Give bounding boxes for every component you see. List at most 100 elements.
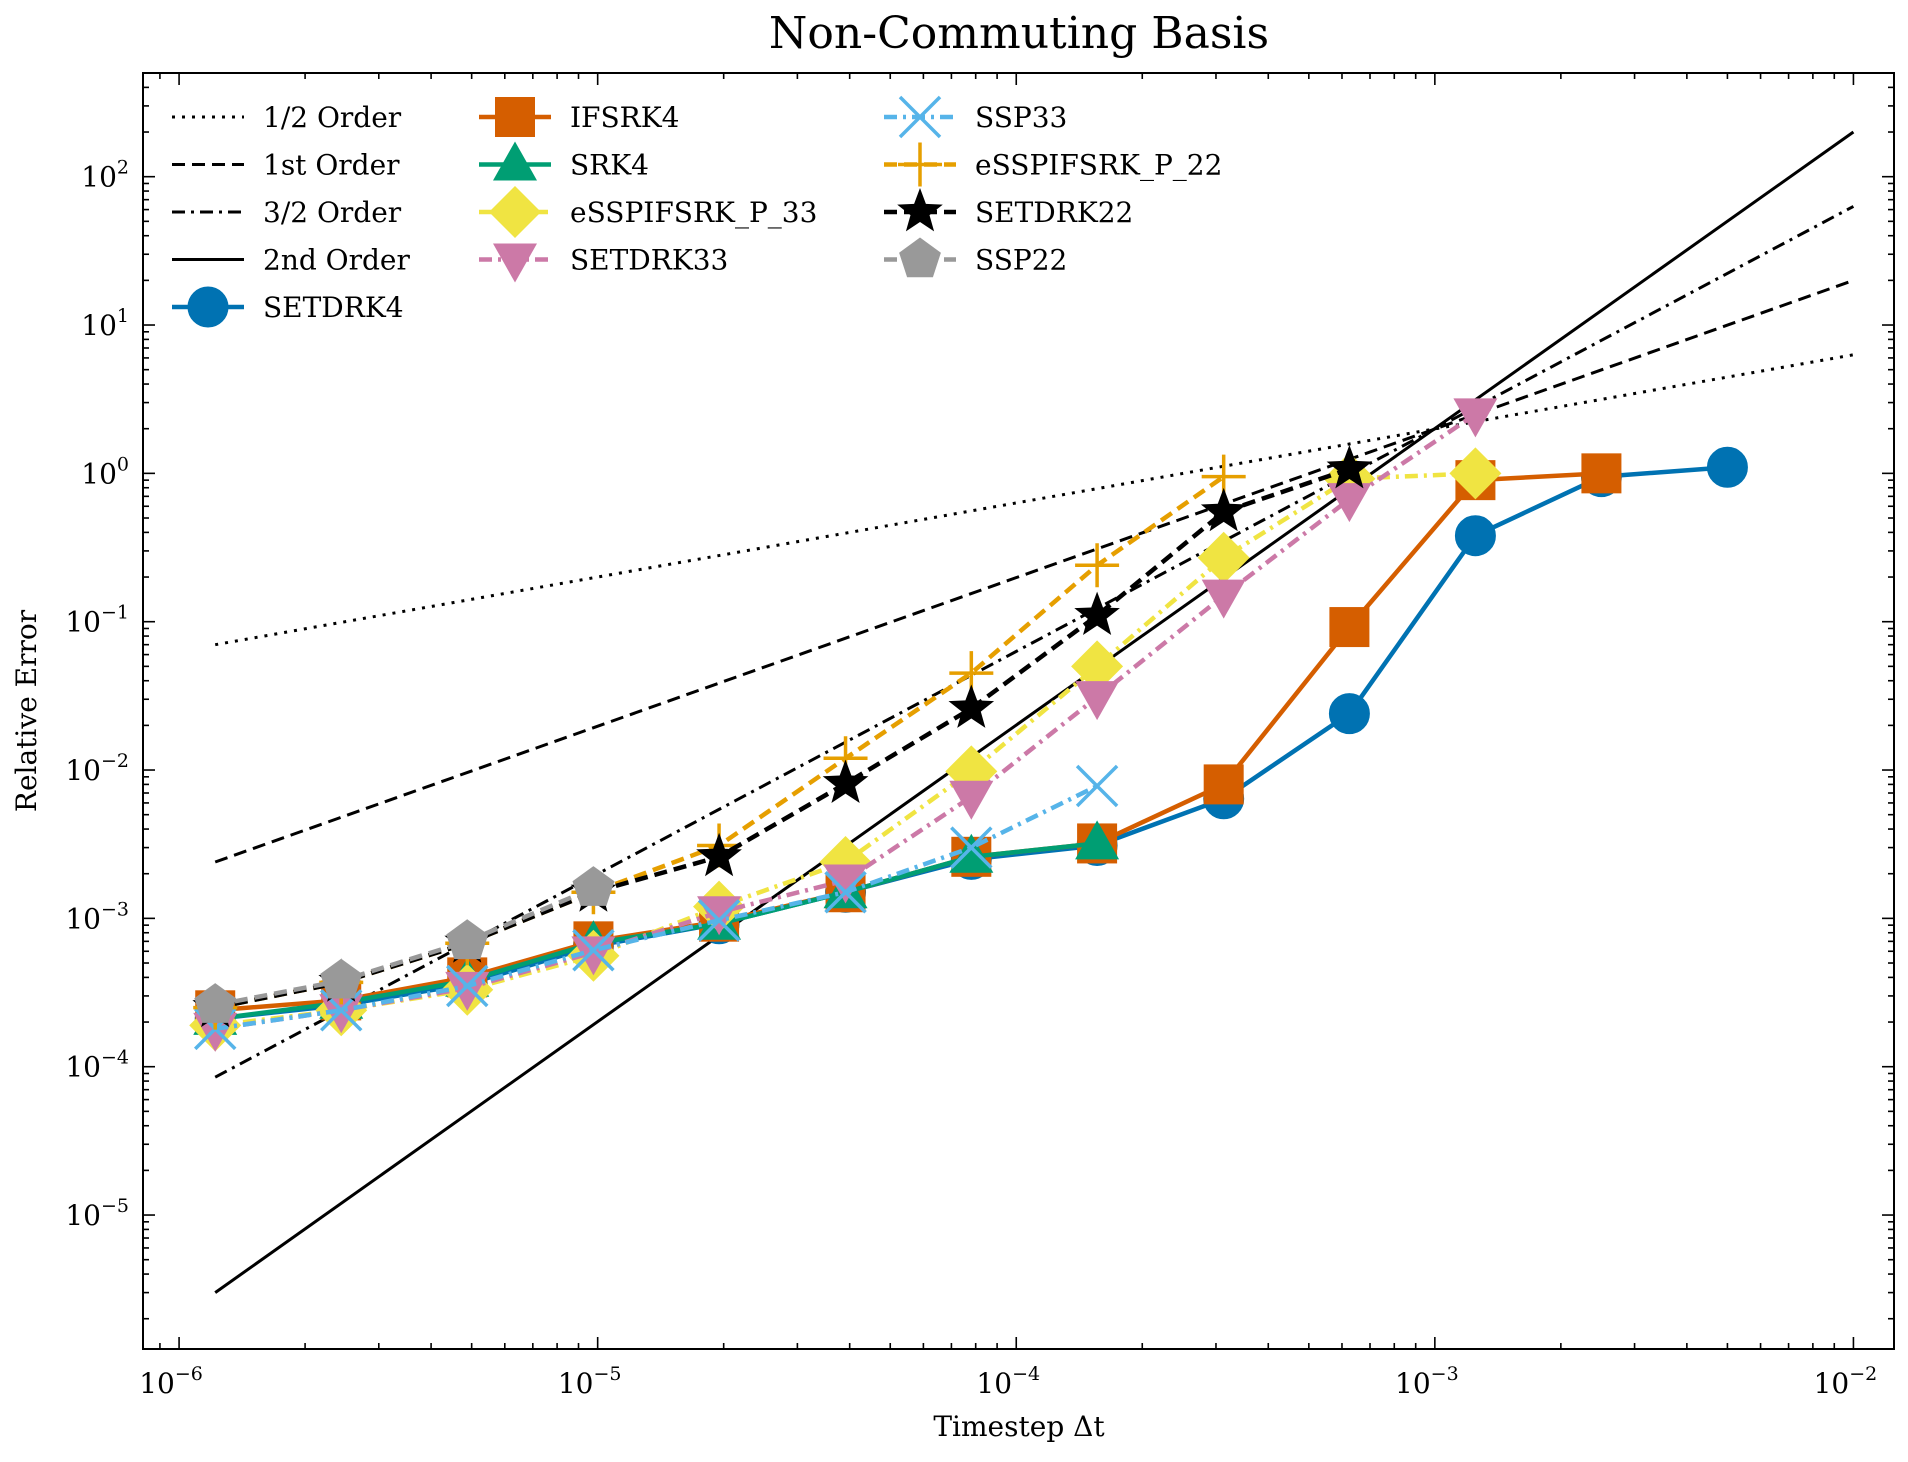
point-SRK4-7	[1075, 820, 1120, 860]
legend-entry-2nd Order: 2nd Order	[172, 244, 411, 277]
legend-marker	[489, 186, 541, 238]
legend-marker	[493, 243, 537, 283]
y-tick-label-2: 10−3	[65, 898, 129, 935]
reference-line-0	[214, 353, 1854, 647]
series-line-SETDRK22	[214, 466, 1351, 1010]
legend-entry-SSP33: SSP33	[884, 95, 1067, 139]
legend-entry-SETDRK22: SETDRK22	[884, 188, 1133, 232]
point-SETDRK33-9	[1327, 483, 1372, 523]
reference-line-1	[214, 278, 1854, 864]
y-tick-label-7: 102	[81, 157, 129, 194]
legend-marker	[897, 188, 943, 232]
y-tick-label-3: 10−2	[65, 750, 129, 787]
series-SETDRK22	[192, 445, 1373, 1028]
point-SETDRK4-10	[1454, 515, 1496, 557]
point-SSP22-0	[194, 983, 237, 1023]
y-tick-label-4: 10−1	[65, 602, 129, 639]
legend: 1/2 Order 1st Order 3/2 Order 2nd Order SETD…	[172, 95, 1222, 328]
point-SETDRK33-10	[1453, 398, 1498, 438]
point-SETDRK33-4	[697, 896, 742, 936]
point-SETDRK33-5	[823, 864, 868, 904]
point-SSP33-2	[446, 964, 489, 1008]
x-axis-label: Timestep Δt	[933, 1410, 1105, 1443]
x-tick-label-0: 10−6	[139, 1363, 203, 1400]
series-line-SSP33	[214, 783, 1099, 1032]
series-SSP33	[193, 764, 1119, 1051]
legend-label: 1/2 Order	[263, 101, 402, 134]
point-SETDRK4-12	[1706, 446, 1748, 488]
point-IFSRK4-8	[1203, 764, 1244, 805]
y-tick-label-0: 10−5	[65, 1195, 129, 1232]
point-eSSPIFSRK_P_33-10	[1449, 447, 1502, 500]
point-SSP33-4	[697, 899, 741, 942]
plot-clip-group	[189, 130, 1855, 1294]
legend-entry-eSSPIFSRK_P_33: eSSPIFSRK_P_33	[479, 186, 817, 238]
legend-label: SETDRK33	[570, 244, 728, 277]
reference-line-3	[214, 130, 1855, 1294]
series-line-SETDRK4	[214, 464, 1728, 1022]
point-SETDRK22-4	[696, 832, 742, 877]
legend-entry-IFSRK4: IFSRK4	[479, 97, 679, 137]
y-tick-label-1: 10−4	[65, 1047, 129, 1084]
legend-marker	[495, 97, 535, 137]
legend-marker	[898, 95, 942, 139]
point-SETDRK33-8	[1201, 579, 1246, 619]
legend-entry-eSSPIFSRK_P_22: eSSPIFSRK_P_22	[884, 142, 1222, 187]
point-SSP22-1	[320, 958, 363, 999]
y-tick-label-6: 101	[81, 305, 129, 342]
point-IFSRK4-11	[1581, 453, 1622, 494]
point-SETDRK33-7	[1075, 681, 1120, 721]
legend-marker	[898, 142, 942, 187]
series-IFSRK4	[195, 453, 1622, 1031]
legend-entry-3/2 Order: 3/2 Order	[172, 196, 402, 229]
series-SSP22	[194, 866, 615, 1023]
point-SETDRK22-9	[1326, 445, 1373, 489]
x-tick-label-2: 10−4	[976, 1363, 1040, 1400]
point-SETDRK4-9	[1328, 693, 1370, 735]
x-tick-label-4: 10−2	[1814, 1363, 1878, 1400]
legend-label: IFSRK4	[570, 101, 679, 134]
legend-entry-SETDRK33: SETDRK33	[479, 243, 728, 283]
legend-label: SETDRK22	[975, 196, 1133, 229]
legend-marker	[187, 286, 229, 328]
legend-label: 2nd Order	[263, 244, 411, 277]
y-tick-label-5: 100	[81, 453, 129, 490]
series-line-SSP22	[214, 886, 595, 1008]
axis-ticks: 10−6 10−5 10−4 10−3 10−2 10−5 10−4 10−3 10−2 10−1…	[65, 72, 1894, 1400]
point-SETDRK33-2	[445, 971, 490, 1011]
point-SSP33-7	[1075, 764, 1119, 808]
point-SETDRK22-6	[948, 684, 995, 728]
legend-entry-1/2 Order: 1/2 Order	[172, 101, 402, 134]
point-IFSRK4-9	[1329, 607, 1370, 648]
legend-label: SETDRK4	[263, 291, 404, 324]
point-eSSPIFSRK_P_22-7	[1075, 543, 1120, 588]
point-SETDRK22-7	[1074, 591, 1120, 635]
point-eSSPIFSRK_P_33-7	[1071, 640, 1124, 693]
legend-marker	[493, 141, 537, 181]
point-SETDRK22-5	[822, 759, 869, 803]
x-tick-label-3: 10−3	[1395, 1363, 1459, 1400]
point-SRK4-6	[949, 833, 994, 873]
x-tick-label-1: 10−5	[558, 1363, 622, 1400]
legend-marker	[899, 237, 941, 278]
legend-entry-SSP22: SSP22	[884, 237, 1067, 278]
legend-label: eSSPIFSRK_P_22	[975, 149, 1222, 182]
axes-frame	[142, 72, 1895, 1350]
point-SSP33-6	[950, 826, 993, 869]
legend-entry-1st Order: 1st Order	[172, 149, 400, 182]
series-line-IFSRK4	[215, 471, 1602, 1013]
legend-entry-SETDRK4: SETDRK4	[172, 286, 404, 328]
legend-label: eSSPIFSRK_P_33	[570, 196, 817, 229]
legend-label: SSP33	[975, 101, 1067, 134]
point-SSP33-5	[824, 871, 867, 914]
point-SSP33-3	[572, 928, 615, 972]
point-SETDRK33-1	[319, 994, 364, 1034]
point-SSP22-2	[446, 919, 489, 960]
legend-label: 1st Order	[263, 149, 400, 182]
legend-entry-SRK4: SRK4	[479, 141, 649, 182]
point-SETDRK22-8	[1200, 487, 1247, 532]
series-SETDRK33	[193, 398, 1498, 1052]
plot-area	[189, 130, 1855, 1294]
